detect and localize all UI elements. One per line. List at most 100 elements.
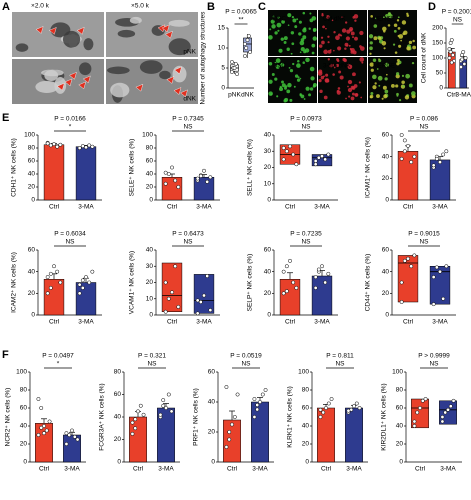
x-tick-label: Ctrl bbox=[321, 466, 332, 473]
arrowhead bbox=[166, 76, 175, 84]
data-point bbox=[232, 415, 237, 419]
y-tick-label: 0 bbox=[211, 459, 215, 466]
x-tick-label: 3-MA bbox=[196, 319, 212, 326]
cell-signal bbox=[309, 66, 315, 72]
image-label: MERGE bbox=[373, 64, 395, 70]
data-point bbox=[320, 264, 324, 269]
significance: NS bbox=[453, 17, 463, 24]
p-value: P = 0.7235 bbox=[290, 231, 322, 238]
cell-signal bbox=[333, 31, 336, 34]
cell-signal bbox=[354, 19, 357, 22]
data-point bbox=[230, 422, 234, 427]
data-point bbox=[406, 143, 410, 148]
x-tick-label: 3-MA bbox=[78, 319, 94, 326]
cell-signal bbox=[280, 62, 285, 67]
data-point bbox=[158, 412, 163, 417]
cell-signal bbox=[359, 30, 364, 36]
x-tick-label: 3-MA bbox=[64, 466, 80, 473]
cell-signal bbox=[330, 63, 334, 67]
y-tick-label: 0 bbox=[267, 197, 271, 204]
y-tick-label: 20 bbox=[208, 429, 216, 436]
y-tick-label: 100 bbox=[142, 132, 153, 139]
data-point bbox=[48, 271, 53, 276]
data-point bbox=[441, 152, 446, 157]
cell-signal bbox=[404, 95, 410, 100]
y-tick-label: 20 bbox=[396, 441, 404, 448]
y-axis-label: SELL⁺ NK cells (%) bbox=[247, 139, 254, 196]
data-point bbox=[173, 178, 178, 183]
data-point bbox=[255, 407, 260, 412]
y-tick-label: 0 bbox=[149, 312, 153, 319]
arrowhead bbox=[56, 82, 65, 91]
p-value: P = 0.6473 bbox=[172, 231, 204, 238]
data-point bbox=[36, 397, 41, 401]
data-point bbox=[409, 160, 414, 165]
cell-signal bbox=[376, 68, 379, 70]
data-point bbox=[321, 410, 326, 415]
data-point bbox=[451, 398, 456, 403]
cell-signal bbox=[336, 59, 340, 63]
cell-signal bbox=[382, 26, 387, 32]
data-point bbox=[402, 149, 407, 154]
bar bbox=[345, 407, 363, 463]
data-point bbox=[208, 308, 213, 313]
cell-signal bbox=[412, 45, 417, 50]
cell-signal bbox=[335, 63, 340, 68]
significance: NS bbox=[183, 239, 193, 246]
y-tick-label: 40 bbox=[146, 171, 154, 178]
data-point bbox=[281, 146, 286, 150]
y-tick-label: 10 bbox=[218, 45, 226, 52]
cell-signal bbox=[298, 32, 302, 36]
y-tick-label: 0 bbox=[385, 312, 389, 319]
p-value: P = 0.7345 bbox=[172, 116, 204, 123]
data-point bbox=[208, 175, 213, 180]
x-tick-label: 3-MA bbox=[196, 204, 212, 211]
cell-signal bbox=[274, 61, 277, 64]
y-tick-label: 0 bbox=[399, 459, 403, 466]
arrowhead bbox=[64, 78, 73, 87]
cell-signal bbox=[385, 14, 389, 18]
data-point bbox=[402, 258, 407, 263]
cell-signal bbox=[337, 46, 342, 51]
panel-label: B bbox=[207, 1, 215, 13]
range-bar bbox=[397, 255, 419, 303]
significance: ** bbox=[238, 17, 244, 24]
cell-signal bbox=[303, 98, 306, 100]
cell-signal bbox=[347, 87, 353, 93]
cell-signal bbox=[373, 24, 378, 28]
cell-signal bbox=[387, 24, 391, 27]
data-point bbox=[246, 34, 251, 38]
x-tick-label: 3-MA bbox=[314, 204, 330, 211]
em-structure bbox=[35, 80, 59, 94]
cell-signal bbox=[352, 72, 356, 77]
cell-signal bbox=[351, 92, 355, 96]
em-structure bbox=[44, 69, 59, 82]
data-point bbox=[39, 406, 44, 410]
y-tick-label: 80 bbox=[28, 145, 36, 152]
data-point bbox=[75, 437, 80, 442]
data-point bbox=[80, 144, 85, 149]
data-point bbox=[163, 170, 168, 175]
data-point bbox=[318, 415, 323, 419]
data-point bbox=[70, 428, 74, 433]
bar bbox=[43, 279, 65, 316]
cell-signal bbox=[378, 84, 381, 87]
em-structure bbox=[62, 30, 81, 48]
cell-signal bbox=[381, 97, 384, 100]
cell-signal bbox=[396, 58, 400, 62]
cell-signal bbox=[321, 12, 324, 15]
data-point bbox=[252, 415, 257, 419]
cell-signal bbox=[287, 13, 292, 18]
y-axis-label: VCAM1⁺ NK cells (%) bbox=[129, 251, 136, 314]
cell-signal bbox=[401, 80, 405, 85]
data-point bbox=[438, 269, 442, 274]
y-tick-label: 60 bbox=[396, 405, 404, 412]
arrowhead bbox=[174, 66, 182, 75]
y-tick-label: 40 bbox=[28, 268, 36, 275]
data-point bbox=[77, 282, 82, 287]
cell-signal bbox=[352, 16, 356, 19]
cell-signal bbox=[384, 89, 389, 94]
cell-signal bbox=[296, 18, 299, 21]
y-tick-label: 60 bbox=[382, 247, 390, 254]
